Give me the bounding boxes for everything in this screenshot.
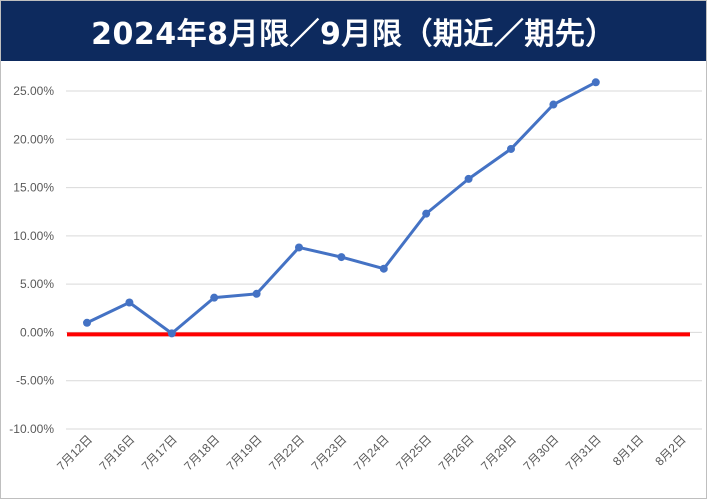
y-tick-label: 15.00% xyxy=(13,181,54,195)
series-line xyxy=(86,80,597,335)
y-tick-label: 5.00% xyxy=(20,277,54,291)
y-tick-label: 0.00% xyxy=(20,325,54,339)
x-tick-label: 7月22日 xyxy=(266,432,307,473)
data-point xyxy=(591,78,600,87)
data-point xyxy=(337,253,346,262)
gridlines xyxy=(66,90,702,430)
x-tick-label: 7月23日 xyxy=(308,432,349,473)
x-tick-label: 7月17日 xyxy=(139,432,180,473)
x-tick-label: 7月30日 xyxy=(520,432,561,473)
y-tick-label: 25.00% xyxy=(13,84,54,98)
title-bar: 2024年8月限／9月限（期近／期先） xyxy=(1,1,706,61)
x-tick-label: 7月31日 xyxy=(563,432,604,473)
series-points xyxy=(83,78,600,338)
data-point xyxy=(422,209,431,218)
data-point xyxy=(125,298,134,307)
y-tick-label: 10.00% xyxy=(13,229,54,243)
x-tick-label: 7月29日 xyxy=(478,432,519,473)
x-tick-label: 7月26日 xyxy=(436,432,477,473)
x-tick-label: 7月25日 xyxy=(393,432,434,473)
y-tick-label: -5.00% xyxy=(16,374,54,388)
x-tick-label: 7月19日 xyxy=(224,432,265,473)
y-tick-label: 20.00% xyxy=(13,132,54,146)
x-tick-label: 7月18日 xyxy=(181,432,222,473)
y-tick-label: -10.00% xyxy=(9,422,54,436)
data-point xyxy=(549,100,558,109)
data-point xyxy=(464,174,473,183)
data-point xyxy=(295,243,303,252)
x-tick-label: 7月12日 xyxy=(54,432,95,473)
data-point xyxy=(83,318,91,327)
x-axis-ticks: 7月12日 7月16日 7月17日 7月18日 7月19日 7月22日 7月23日 7月24日… xyxy=(54,432,689,473)
x-tick-label: 7月24日 xyxy=(351,432,392,473)
data-point xyxy=(252,289,261,298)
data-point xyxy=(379,264,388,273)
y-axis-ticks: 25.00% 20.00% 15.00% 10.00% 5.00% 0.00% -5.00%… xyxy=(9,84,54,436)
data-point xyxy=(507,144,515,153)
data-point xyxy=(167,329,176,338)
x-tick-label: 8月2日 xyxy=(652,432,688,468)
x-tick-label: 8月1日 xyxy=(610,432,646,468)
chart-title: 2024年8月限／9月限（期近／期先） xyxy=(91,17,616,52)
data-point xyxy=(210,293,219,302)
x-tick-label: 7月16日 xyxy=(96,432,137,473)
